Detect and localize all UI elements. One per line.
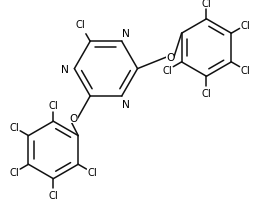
Text: Cl: Cl xyxy=(162,66,172,76)
Text: Cl: Cl xyxy=(87,168,97,178)
Text: Cl: Cl xyxy=(201,0,211,9)
Text: O: O xyxy=(69,114,77,124)
Text: Cl: Cl xyxy=(9,123,19,133)
Text: O: O xyxy=(165,53,173,63)
Text: Cl: Cl xyxy=(48,100,58,110)
Text: Cl: Cl xyxy=(48,190,58,200)
Text: Cl: Cl xyxy=(75,20,85,30)
Text: Cl: Cl xyxy=(9,168,19,178)
Text: N: N xyxy=(122,99,130,109)
Text: Cl: Cl xyxy=(240,66,249,76)
Text: Cl: Cl xyxy=(240,21,249,31)
Text: N: N xyxy=(122,29,130,39)
Text: Cl: Cl xyxy=(201,88,211,98)
Text: N: N xyxy=(61,64,69,74)
